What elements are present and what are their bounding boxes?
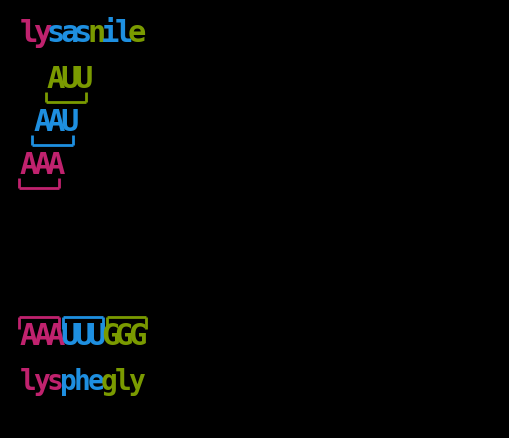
Text: G: G [101, 322, 120, 351]
Text: l: l [20, 368, 37, 396]
Text: h: h [74, 368, 91, 396]
Text: A: A [47, 322, 65, 351]
Text: e: e [128, 19, 147, 48]
Text: y: y [34, 19, 52, 48]
Text: U: U [61, 322, 79, 351]
Text: l: l [115, 368, 131, 396]
Text: s: s [74, 19, 92, 48]
Text: p: p [61, 368, 77, 396]
Text: U: U [61, 108, 79, 137]
Text: s: s [47, 368, 64, 396]
Text: A: A [34, 322, 52, 351]
Text: U: U [88, 322, 106, 351]
Text: G: G [115, 322, 133, 351]
Text: y: y [128, 368, 145, 396]
Text: A: A [34, 108, 52, 137]
Text: s: s [47, 19, 65, 48]
Text: g: g [101, 368, 118, 396]
Text: U: U [74, 322, 92, 351]
Text: A: A [47, 151, 65, 180]
Text: a: a [61, 19, 79, 48]
Text: n: n [88, 19, 106, 48]
Text: e: e [88, 368, 104, 396]
Text: l: l [115, 19, 133, 48]
Text: i: i [101, 19, 120, 48]
Text: U: U [61, 65, 79, 94]
Text: l: l [20, 19, 38, 48]
Text: G: G [128, 322, 147, 351]
Text: A: A [47, 108, 65, 137]
Text: U: U [74, 65, 92, 94]
Text: y: y [34, 368, 50, 396]
Text: A: A [47, 65, 65, 94]
Text: A: A [20, 151, 38, 180]
Text: A: A [34, 151, 52, 180]
Text: A: A [20, 322, 38, 351]
